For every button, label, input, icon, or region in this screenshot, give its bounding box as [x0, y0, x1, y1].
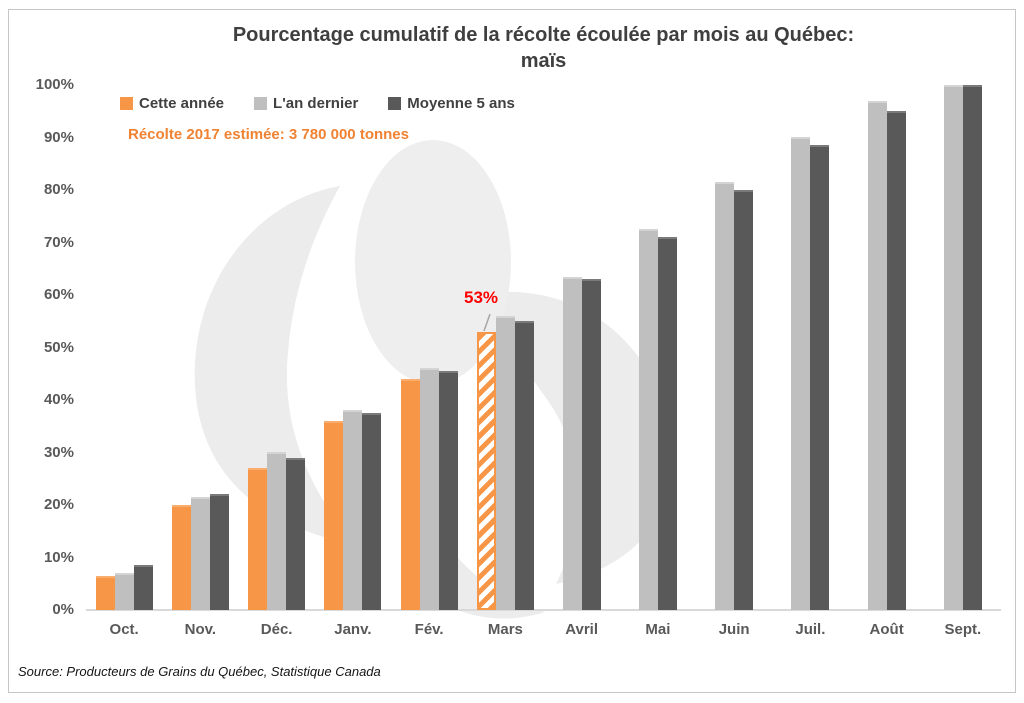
chart-title-line1: Pourcentage cumulatif de la récolte écou…	[232, 24, 855, 46]
bar-moyenne-5-ans-avril	[582, 279, 601, 610]
bar-l-an-dernier-août	[868, 101, 887, 610]
chart-title-line2: maïs	[520, 50, 567, 72]
x-axis-label-janv: Janv.	[334, 621, 372, 638]
legend-label: Cette année	[139, 95, 225, 112]
bar-moyenne-5-ans-oct	[134, 565, 153, 610]
bar-l-an-dernier-nov	[191, 497, 210, 610]
y-axis-tick-label: 30%	[43, 443, 74, 461]
x-axis-label-sept: Sept.	[944, 621, 982, 638]
bar-l-an-dernier-janv	[343, 410, 362, 610]
y-axis-tick-label: 70%	[43, 233, 74, 251]
bar-l-an-dernier-juin	[715, 182, 734, 610]
bar-cette-ann-e-oct	[96, 576, 115, 610]
legend-label: L'an dernier	[273, 95, 359, 112]
bar-moyenne-5-ans-nov	[210, 494, 229, 610]
x-axis-label-mai: Mai	[645, 621, 671, 638]
y-axis-tick-label: 0%	[52, 601, 74, 618]
bar-cette-ann-e-mars	[477, 332, 496, 610]
bar-moyenne-5-ans-mai	[658, 237, 677, 610]
y-axis-tick-label: 100%	[35, 76, 74, 93]
bar-cette-ann-e-janv	[324, 421, 343, 610]
bar-l-an-dernier-mai	[639, 229, 658, 610]
legend-swatch-icon	[254, 97, 268, 110]
y-axis-tick-label: 10%	[43, 548, 74, 566]
y-axis-tick-label: 40%	[43, 391, 74, 408]
x-axis-label-juil: Juil.	[795, 621, 826, 638]
legend-item-3: Moyenne 5 ans	[388, 95, 515, 112]
bar-l-an-dernier-oct	[115, 573, 134, 610]
legend: Cette année L'an dernier Moyenne 5 ans	[120, 95, 515, 112]
x-axis-line	[86, 609, 1001, 611]
y-axis-tick-label: 60%	[43, 286, 74, 303]
y-axis-tick-label: 50%	[43, 338, 74, 356]
x-axis-label-avril: Avril	[565, 621, 599, 638]
legend-item-1: Cette année	[120, 95, 224, 112]
bar-moyenne-5-ans-août	[887, 111, 906, 610]
y-axis-tick-label: 80%	[43, 181, 74, 198]
harvest-estimate-annotation: Récolte 2017 estimée: 3 780 000 tonnes	[128, 126, 409, 143]
bar-l-an-dernier-juil	[791, 137, 810, 610]
bar-moyenne-5-ans-juin	[734, 190, 753, 610]
watermark-stem	[430, 520, 545, 619]
bar-moyenne-5-ans-sept	[963, 85, 982, 610]
bar-cette-ann-e-nov	[172, 505, 191, 610]
legend-swatch-icon	[120, 97, 133, 110]
bar-l-an-dernier-fév	[420, 368, 439, 610]
legend-swatch-icon	[388, 97, 402, 110]
bar-moyenne-5-ans-juil	[810, 145, 829, 610]
x-axis-label-août: Août	[869, 621, 904, 638]
y-axis-tick-label: 90%	[43, 128, 74, 146]
bar-l-an-dernier-avril	[563, 277, 582, 610]
x-axis-label-fév: Fév.	[414, 621, 444, 638]
watermark-grain-seed	[355, 140, 511, 384]
bar-cette-ann-e-fév	[401, 379, 420, 610]
bar-l-an-dernier-déc	[267, 452, 286, 610]
x-axis-label-déc: Déc.	[260, 621, 293, 638]
bar-l-an-dernier-mars	[496, 316, 515, 610]
bar-moyenne-5-ans-mars	[515, 321, 534, 610]
bar-moyenne-5-ans-janv	[362, 413, 381, 610]
x-axis-label-oct: Oct.	[109, 621, 139, 638]
legend-label: Moyenne 5 ans	[407, 95, 515, 112]
x-axis-label-nov: Nov.	[184, 621, 217, 638]
y-axis-tick-label: 20%	[43, 496, 74, 513]
watermark-left-leaf	[194, 186, 356, 545]
bar-moyenne-5-ans-fév	[439, 371, 458, 610]
x-axis-label-juin: Juin	[718, 621, 750, 638]
bar-l-an-dernier-sept	[944, 85, 963, 610]
legend-item-2: L'an dernier	[254, 95, 358, 112]
chart-title: Pourcentage cumulatif de la récolte écou…	[86, 22, 1001, 74]
mars-value-callout: 53%	[463, 288, 499, 307]
source-note: Source: Producteurs de Grains du Québec,…	[18, 664, 381, 679]
bar-moyenne-5-ans-déc	[286, 458, 305, 610]
x-axis-label-mars: Mars	[487, 621, 523, 638]
bar-cette-ann-e-déc	[248, 468, 267, 610]
